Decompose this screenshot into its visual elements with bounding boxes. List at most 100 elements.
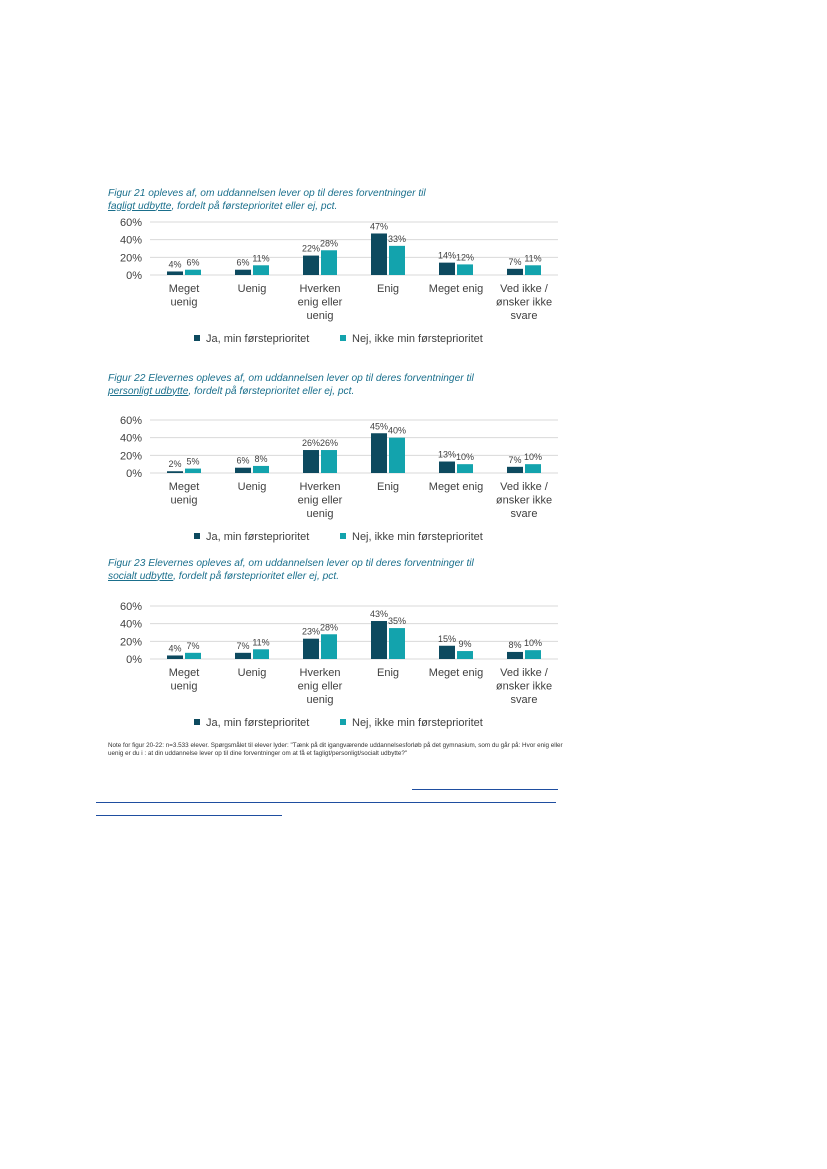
bar [389,628,405,659]
figure-title-suffix: , fordelt på førsteprioritet eller ej, p… [173,570,340,582]
y-tick-label: 40% [120,433,142,445]
data-label: 14% [438,251,456,261]
bar [507,651,523,659]
bar [439,461,455,473]
legend-swatch [194,719,200,725]
x-tick-label: svare [511,310,538,322]
legend-swatch [340,335,346,341]
data-label: 23% [302,627,320,637]
x-tick-label: Meget enig [429,283,483,295]
x-tick-label: Uenig [238,481,267,493]
data-label: 5% [186,457,199,467]
data-label: 7% [236,641,249,651]
y-tick-label: 60% [120,416,142,427]
x-tick-label: uenig [307,310,334,322]
data-label: 15% [438,634,456,644]
hyperlink-underline[interactable] [96,802,556,803]
x-tick-label: Meget [169,481,200,493]
figure-title-text: Figur 21 opleves af, om uddannelsen leve… [108,188,426,199]
data-label: 7% [508,257,521,267]
figure-title-underlined: personligt udbytte [108,385,189,397]
x-tick-label: ønsker ikke [496,297,552,309]
bar [389,245,405,275]
x-tick-label: Ved ikke / [500,667,549,679]
bar [185,652,201,659]
hyperlink-underline[interactable] [96,815,282,816]
data-label: 43% [370,609,388,619]
bar [235,652,251,659]
bar [185,468,201,473]
x-tick-label: Enig [377,283,399,295]
x-tick-label: Hverken [300,283,341,295]
x-tick-label: svare [511,694,538,706]
x-tick-label: uenig [171,495,198,507]
x-tick-label: svare [511,508,538,520]
data-label: 8% [254,454,267,464]
bar [439,645,455,659]
figure-title: Figur 21 opleves af, om uddannelsen leve… [108,188,568,213]
bar [439,262,455,275]
bar [525,265,541,275]
legend-swatch [194,533,200,539]
bar [185,269,201,275]
figure-title-suffix: , fordelt på førsteprioritet eller ej, p… [188,385,355,397]
bar [167,271,183,275]
bar [303,255,319,275]
figure-title-underlined: fagligt udbytte [108,200,172,212]
bar [253,649,269,659]
x-tick-label: enig eller [298,495,343,507]
data-label: 11% [524,253,541,263]
y-tick-label: 20% [120,252,142,264]
figure-title-text: Figur 23 Elevernes opleves af, om uddann… [108,558,474,569]
y-tick-label: 40% [120,235,142,247]
data-label: 22% [302,244,320,254]
x-tick-label: ønsker ikke [496,681,552,693]
x-tick-label: Ved ikke / [500,481,549,493]
y-tick-label: 60% [120,602,142,613]
data-label: 11% [252,253,269,263]
data-label: 10% [524,452,542,462]
figure-title-suffix: , fordelt på førsteprioritet eller ej, p… [171,200,338,212]
legend-swatch [340,719,346,725]
x-tick-label: ønsker ikke [496,495,552,507]
data-label: 11% [252,637,269,647]
bar [321,450,337,473]
y-tick-label: 60% [120,218,142,229]
hyperlink-underline[interactable] [412,789,558,790]
legend-swatch [194,335,200,341]
bar [507,268,523,275]
figure-21: Figur 21 opleves af, om uddannelsen leve… [108,188,568,345]
bar [321,634,337,659]
legend-label: Ja, min førsteprioritet [206,333,309,345]
figure-title: Figur 23 Elevernes opleves af, om uddann… [108,558,568,583]
y-tick-label: 0% [126,468,142,480]
figure-22: Figur 22 Elevernes opleves af, om uddann… [108,373,568,543]
bar [371,433,387,473]
data-label: 2% [168,459,181,469]
y-tick-label: 20% [120,450,142,462]
bar [389,437,405,473]
data-label: 45% [370,421,388,431]
x-tick-label: uenig [171,681,198,693]
data-label: 6% [236,258,249,268]
x-tick-label: Meget enig [429,667,483,679]
bar [457,464,473,473]
figure-title-underlined: socialt udbytte [108,570,174,582]
y-tick-label: 0% [126,654,142,666]
x-tick-label: Ved ikke / [500,283,549,295]
data-label: 47% [370,221,388,231]
data-label: 28% [320,238,338,248]
data-label: 13% [438,450,456,460]
data-label: 40% [388,426,406,436]
x-tick-label: enig eller [298,297,343,309]
data-label: 9% [458,639,471,649]
y-tick-label: 0% [126,270,142,282]
data-label: 33% [388,234,406,244]
data-label: 8% [508,640,521,650]
x-tick-label: uenig [307,694,334,706]
x-tick-label: Uenig [238,667,267,679]
bar [303,450,319,473]
legend-label: Ja, min førsteprioritet [206,717,309,729]
